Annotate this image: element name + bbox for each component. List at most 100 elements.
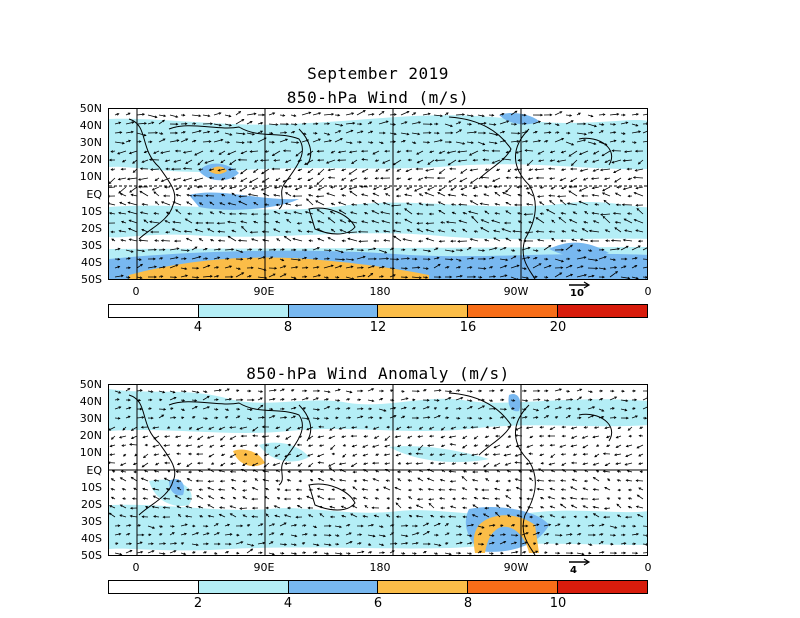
wind-vector-head xyxy=(295,515,299,519)
wind-vector xyxy=(438,210,446,215)
wind-vector xyxy=(347,238,358,242)
wind-vector xyxy=(367,130,373,134)
wind-vector-head xyxy=(625,479,629,482)
wind-vector xyxy=(317,453,325,457)
wind-vector-head xyxy=(392,266,395,270)
wind-vector-head xyxy=(471,256,475,260)
wind-vector-head xyxy=(193,139,197,143)
wind-vector xyxy=(153,435,160,440)
wind-vector-head xyxy=(331,112,335,116)
wind-vector-head xyxy=(517,212,520,215)
wind-vector xyxy=(499,139,506,143)
wind-vector xyxy=(207,468,215,473)
wind-vector-head xyxy=(296,141,300,144)
wind-vector-head xyxy=(352,453,356,457)
wind-vector-head xyxy=(150,416,154,420)
wind-vector-head xyxy=(110,437,114,440)
wind-vector xyxy=(117,150,127,155)
wind-vector xyxy=(317,209,325,215)
wind-vector-head xyxy=(307,506,311,510)
wind-vector xyxy=(308,435,314,440)
wind-vector-head xyxy=(414,248,417,252)
wind-vector-head xyxy=(516,514,520,518)
wind-vector-head xyxy=(582,452,586,456)
wind-vector xyxy=(301,257,307,260)
panel2-wind-vectors xyxy=(109,388,647,555)
wind-vector-head xyxy=(613,170,616,174)
wind-vector xyxy=(351,426,358,429)
wind-vector xyxy=(374,515,380,518)
wind-vector-head xyxy=(175,187,179,190)
wind-vector-head xyxy=(139,407,143,411)
wind-vector xyxy=(363,453,369,457)
wind-vector xyxy=(273,462,281,466)
wind-vector-head xyxy=(361,170,365,173)
wind-vector-head xyxy=(537,238,541,242)
wind-vector-head xyxy=(507,169,511,173)
wind-vector-head xyxy=(457,239,461,243)
wind-vector xyxy=(455,121,461,125)
wind-vector-head xyxy=(459,541,463,545)
wind-vector-head xyxy=(528,452,532,456)
wind-vector-head xyxy=(514,203,517,207)
wind-vector-head xyxy=(592,160,595,163)
wind-vector-head xyxy=(205,417,209,420)
wind-vector-head xyxy=(131,497,135,501)
wind-vector xyxy=(213,275,219,278)
wind-vector xyxy=(268,112,275,116)
wind-vector-head xyxy=(527,191,530,195)
wind-vector xyxy=(235,111,241,116)
wind-vector xyxy=(565,141,574,146)
wind-vector-head xyxy=(341,239,345,243)
wind-vector-head xyxy=(369,121,373,125)
wind-vector xyxy=(383,202,391,206)
wind-vector-head xyxy=(391,532,395,535)
wind-vector xyxy=(561,212,567,215)
wind-vector xyxy=(576,256,587,260)
wind-vector-head xyxy=(196,445,200,448)
wind-vector-head xyxy=(637,161,641,165)
wind-vector-head xyxy=(150,230,153,234)
wind-vector xyxy=(580,238,589,242)
wind-vector xyxy=(609,258,616,261)
wind-vector-head xyxy=(569,264,573,268)
wind-vector-head xyxy=(144,122,147,125)
wind-vector-head xyxy=(622,187,626,191)
wind-vector-head xyxy=(275,469,279,472)
wind-vector xyxy=(400,407,407,410)
wind-vector-head xyxy=(427,162,431,165)
wind-vector-head xyxy=(347,523,351,527)
wind-vector-head xyxy=(523,213,527,216)
wind-vector-head xyxy=(469,238,473,241)
wind-vector xyxy=(109,505,116,509)
wind-vector xyxy=(510,264,520,269)
wind-vector-head xyxy=(559,272,563,275)
wind-vector-head xyxy=(282,114,286,117)
wind-vector xyxy=(582,228,589,233)
wind-vector-head xyxy=(229,505,233,508)
wind-vector xyxy=(150,168,160,171)
wind-vector xyxy=(132,168,138,173)
wind-vector xyxy=(614,227,622,233)
wind-vector xyxy=(345,248,354,251)
wind-vector-head xyxy=(397,461,401,465)
wind-vector-head xyxy=(627,194,631,198)
wind-vector xyxy=(152,186,160,191)
wind-vector xyxy=(131,194,138,197)
wind-vector-head xyxy=(340,187,343,191)
wind-vector xyxy=(131,426,138,431)
wind-vector-head xyxy=(505,150,509,154)
wind-vector-head xyxy=(120,220,124,224)
wind-vector xyxy=(125,388,131,392)
wind-vector xyxy=(252,487,259,491)
wind-vector xyxy=(312,247,320,251)
wind-vector xyxy=(129,443,138,446)
wind-vector-head xyxy=(281,258,285,262)
wind-vector-head xyxy=(627,497,631,500)
wind-vector-head xyxy=(281,533,284,536)
wind-vector-head xyxy=(392,274,396,277)
wind-vector-head xyxy=(437,263,441,267)
wind-vector xyxy=(285,202,292,206)
wind-vector xyxy=(246,548,253,554)
wind-vector-head xyxy=(393,406,397,410)
